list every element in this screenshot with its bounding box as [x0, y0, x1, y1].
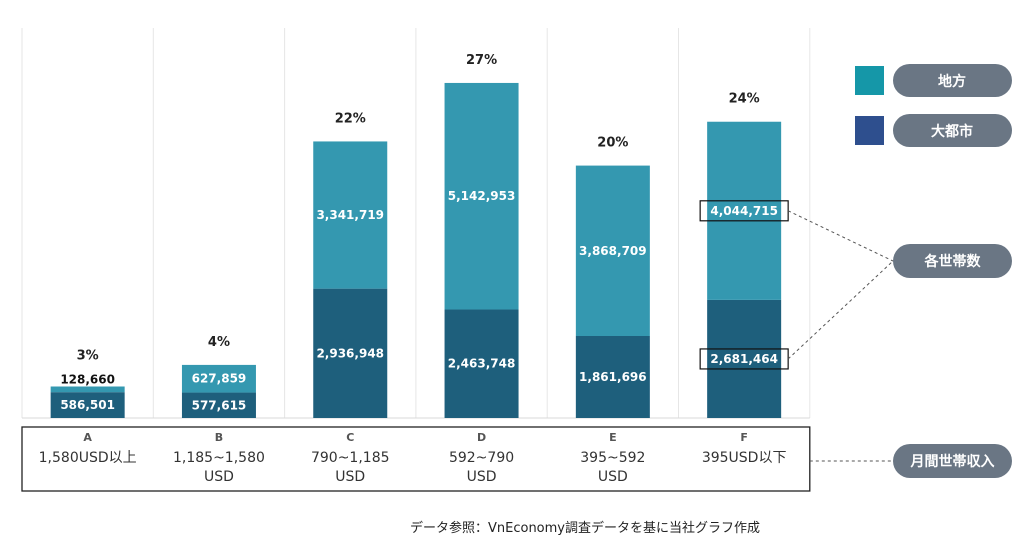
bars-layer	[50, 82, 782, 418]
percent-label: 22%	[335, 111, 366, 126]
percent-label: 24%	[729, 92, 760, 107]
percent-label: 27%	[466, 53, 497, 68]
legend-swatch	[855, 116, 884, 145]
category-label: F	[740, 431, 748, 444]
income-range-label: 592~790	[449, 450, 514, 466]
bar-rural-D	[444, 82, 519, 310]
bar-rural-A	[50, 386, 125, 393]
bar-rural-E	[575, 165, 650, 336]
category-label: E	[609, 431, 617, 444]
category-box: A 1,580USD以上 B 1,185~1,580 USD C 790~1,185 USD D…	[21, 426, 811, 492]
value-label-metro: 577,615	[192, 398, 247, 412]
income-range-label: 395~592	[580, 450, 645, 466]
value-label-rural: 3,341,719	[316, 208, 384, 222]
percent-label: 3%	[77, 348, 99, 363]
grid-layer	[21, 28, 811, 419]
income-range-label: 395USD以下	[702, 450, 787, 466]
category-label: A	[83, 431, 92, 444]
legend-label: 地方	[938, 73, 966, 90]
bar-metro-A	[50, 392, 125, 418]
income-range-label: 1,185~1,580	[173, 450, 265, 466]
bar-metro-C	[313, 288, 388, 418]
income-range-label: USD	[598, 469, 628, 485]
bar-rural-C	[313, 141, 388, 289]
category-label: B	[215, 431, 223, 444]
category-label: D	[477, 431, 486, 444]
legend-item: 大都市	[893, 114, 1012, 147]
bar-rural-B	[181, 364, 256, 393]
value-label-rural: 627,859	[192, 372, 247, 386]
bar-metro-E	[575, 335, 650, 418]
income-range-label: USD	[335, 469, 365, 485]
legend-pill	[893, 114, 1012, 147]
income-callout-shape	[893, 444, 1012, 478]
value-label-rural: 128,660	[60, 372, 115, 386]
value-label-rural: 4,044,715	[710, 204, 778, 218]
bar-rural-F	[707, 121, 782, 300]
value-label-metro: 2,936,948	[316, 346, 384, 360]
percent-label: 4%	[208, 335, 230, 350]
legend-pill	[893, 64, 1012, 97]
value-label-metro: 2,463,748	[448, 357, 516, 371]
source-note: データ参照：VnEconomy調査データを基に当社グラフ作成	[410, 521, 760, 536]
legend-item: 地方	[893, 64, 1012, 97]
connector-line	[787, 210, 894, 262]
households-callout-label: 各世帯数	[924, 253, 982, 270]
income-range-label: USD	[467, 469, 497, 485]
value-label-metro: 1,861,696	[579, 370, 647, 384]
legend-swatch	[855, 66, 884, 95]
households-callout-shape	[893, 244, 1012, 278]
value-label-rural: 5,142,953	[448, 189, 516, 203]
bar-metro-B	[181, 392, 256, 418]
households-callout: 各世帯数	[893, 244, 1012, 278]
category-label: C	[346, 431, 354, 444]
percent-label: 20%	[597, 136, 628, 151]
connector-line	[787, 260, 894, 360]
income-range-label: 790~1,185	[311, 450, 390, 466]
category-box-frame	[21, 426, 811, 492]
income-callout-label: 月間世帯収入	[910, 453, 995, 470]
income-range-label: 1,580USD以上	[39, 450, 137, 466]
income-range-label: USD	[204, 469, 234, 485]
value-label-rural: 3,868,709	[579, 244, 647, 258]
labels-layer: 586,501 128,660 3% 577,615 627,859 4% 2,936,94…	[60, 53, 778, 412]
value-label-metro: 586,501	[60, 398, 115, 412]
bar-metro-F	[707, 299, 782, 418]
legend-label: 大都市	[931, 123, 973, 140]
bar-metro-D	[444, 309, 519, 418]
value-label-metro: 2,681,464	[710, 352, 778, 366]
income-callout: 月間世帯収入	[893, 444, 1012, 478]
